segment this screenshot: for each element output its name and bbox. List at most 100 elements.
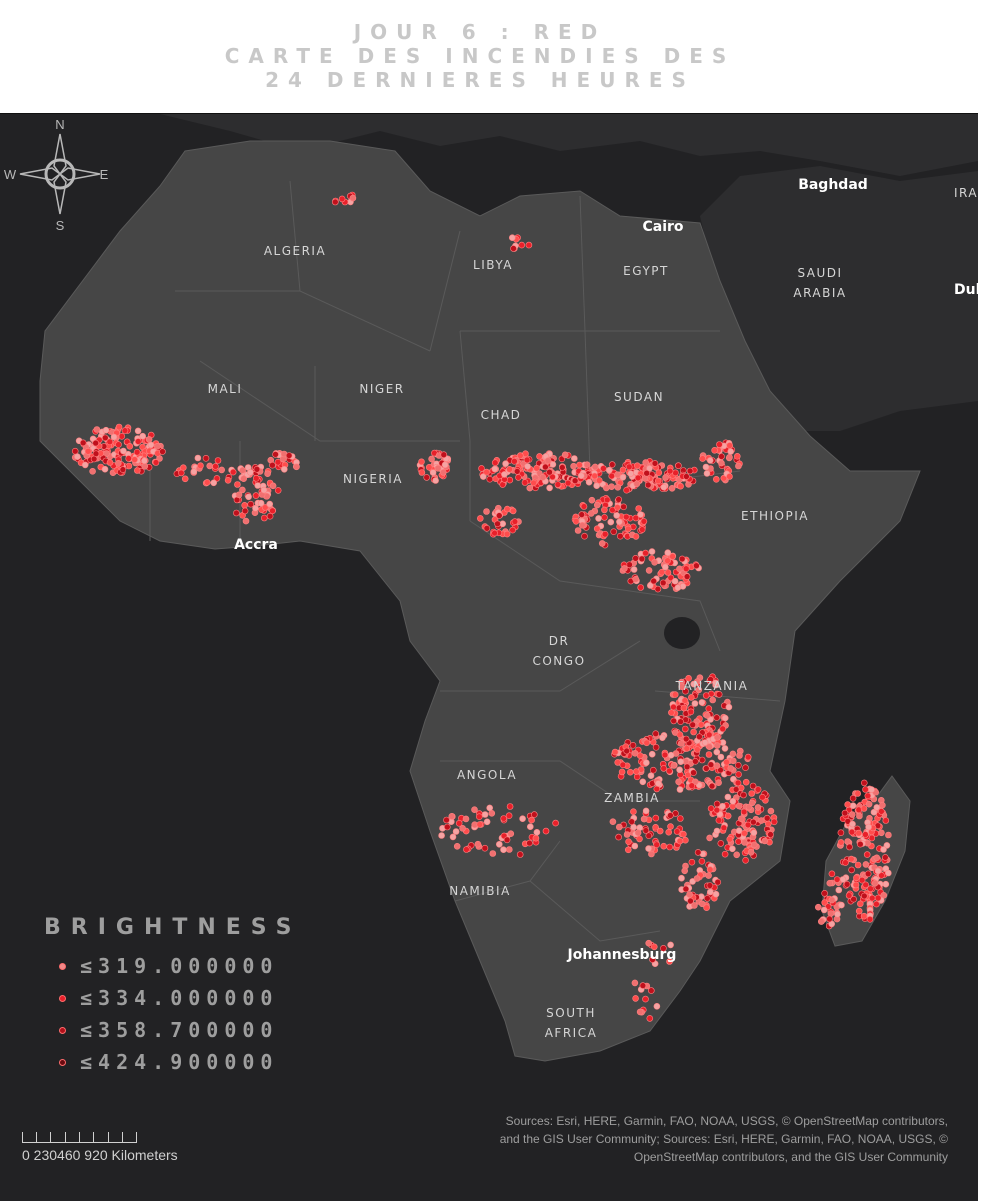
label-saudi-2: ARABIA	[793, 286, 846, 300]
fire-point	[687, 694, 695, 701]
fire-point	[718, 459, 725, 467]
title-line-1: JOUR 6 : RED	[353, 20, 607, 44]
fire-point	[564, 479, 572, 487]
fire-point	[494, 520, 501, 528]
fire-point	[674, 584, 682, 591]
fire-point	[724, 793, 732, 801]
fire-point	[848, 828, 856, 836]
fire-point	[667, 941, 674, 949]
scale-bar-graphic	[22, 1130, 137, 1143]
fire-point	[651, 558, 658, 566]
fire-point	[676, 565, 683, 573]
fire-point	[441, 461, 449, 469]
fire-point	[254, 482, 262, 489]
fire-point	[503, 505, 511, 513]
fire-point	[682, 565, 690, 573]
fire-point	[690, 680, 698, 688]
fire-point	[726, 835, 734, 843]
fire-point	[689, 721, 697, 729]
fire-point	[139, 432, 146, 440]
fire-point	[868, 894, 876, 902]
fire-point	[713, 806, 721, 814]
fire-point	[654, 780, 662, 787]
scale-label: 0 230460 920 Kilometers	[22, 1147, 178, 1163]
brightness-legend: BRIGHTNESS ≤319.000000 ≤334.000000 ≤358.…	[44, 915, 302, 1078]
fire-point	[418, 458, 425, 466]
fire-point	[516, 452, 524, 459]
fire-point	[622, 513, 630, 521]
fire-point	[686, 467, 694, 475]
fire-point	[720, 824, 728, 832]
legend-row-3: ≤358.700000	[44, 1014, 302, 1046]
fire-point	[134, 438, 142, 445]
fire-point	[719, 725, 727, 733]
fire-point	[659, 734, 666, 742]
sources-credit: Sources: Esri, HERE, Garmin, FAO, NOAA, …	[499, 1114, 948, 1164]
fire-point	[443, 816, 450, 824]
fire-point	[681, 697, 689, 704]
fire-point	[483, 524, 491, 532]
fire-point	[102, 434, 109, 442]
fire-point	[528, 816, 535, 824]
fire-point	[269, 461, 276, 469]
fire-point	[878, 829, 885, 837]
fire-point	[841, 809, 849, 817]
fire-point	[715, 691, 723, 698]
fire-point	[862, 881, 870, 889]
fire-point	[680, 704, 688, 712]
fire-point	[463, 846, 470, 853]
fire-point	[878, 872, 885, 879]
fire-point	[511, 457, 518, 465]
fire-point	[570, 455, 578, 462]
fire-point	[850, 895, 857, 903]
fire-point	[741, 829, 748, 837]
fire-point	[653, 841, 661, 849]
fire-point	[649, 956, 656, 963]
fire-point	[224, 476, 232, 484]
fire-point	[577, 472, 585, 480]
fire-point	[532, 834, 540, 842]
fire-point	[438, 832, 445, 839]
fire-point	[698, 857, 706, 865]
fire-point	[631, 979, 639, 987]
fire-point	[814, 903, 822, 911]
fire-point	[864, 870, 872, 878]
compass-n: N	[55, 117, 64, 132]
fire-point	[293, 463, 300, 471]
fire-point	[561, 451, 569, 459]
fire-point	[687, 708, 695, 716]
fire-point	[701, 739, 709, 746]
map-svg: ALGERIA LIBYA EGYPT SAUDI ARABIA MALI NI…	[39, 114, 978, 1062]
fire-point	[835, 886, 843, 894]
fire-point	[578, 521, 586, 529]
fire-point	[214, 457, 222, 464]
legend-title: BRIGHTNESS	[44, 915, 302, 940]
map-canvas[interactable]: ALGERIA LIBYA EGYPT SAUDI ARABIA MALI NI…	[0, 113, 978, 1201]
fire-point	[134, 427, 142, 435]
fire-point	[648, 548, 656, 555]
fire-point	[595, 515, 602, 522]
fire-point	[676, 815, 684, 822]
fire-point	[695, 686, 703, 694]
fire-point	[703, 904, 710, 912]
fire-point	[715, 816, 723, 824]
fire-point	[625, 838, 632, 846]
fire-point	[852, 881, 860, 889]
fire-point	[848, 866, 855, 874]
fire-point	[587, 510, 595, 517]
fire-point	[546, 468, 553, 476]
fire-point	[726, 453, 733, 461]
fire-point	[530, 811, 538, 818]
fire-point	[608, 483, 615, 491]
fire-point	[252, 474, 260, 482]
fire-point	[252, 492, 260, 499]
fire-point	[692, 757, 699, 765]
fire-point	[697, 721, 705, 729]
fire-point	[603, 496, 611, 504]
fire-point	[614, 483, 622, 491]
fire-point	[868, 786, 875, 793]
fire-point	[491, 529, 498, 537]
fire-point	[507, 830, 515, 838]
fire-point	[694, 849, 702, 856]
fire-point	[817, 918, 825, 925]
